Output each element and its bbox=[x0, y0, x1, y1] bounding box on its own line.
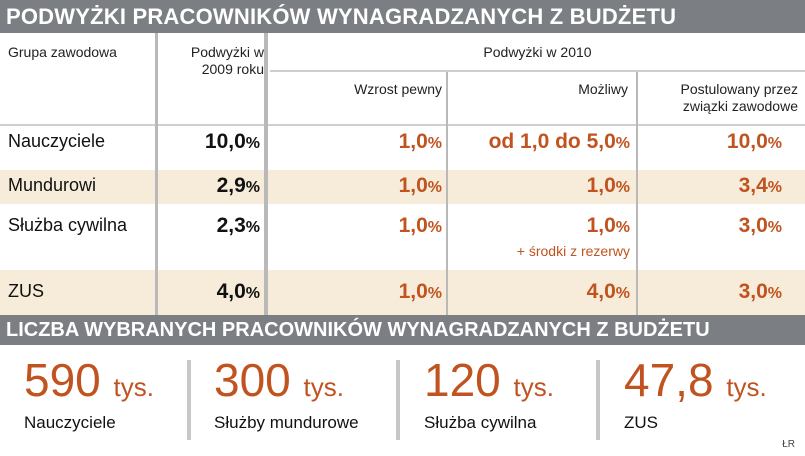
stat-label: Nauczyciele bbox=[24, 413, 116, 432]
stat-label: ZUS bbox=[624, 413, 658, 432]
stat-value: 120 bbox=[424, 354, 501, 406]
value-possible: od 1,0 do 5,0% bbox=[488, 130, 630, 153]
value-2009: 4,0% bbox=[216, 280, 260, 303]
header-2009-line2: 2009 roku bbox=[201, 61, 264, 77]
value-postulated: 10,0% bbox=[726, 130, 782, 153]
header-sure: Wzrost pewny bbox=[354, 81, 442, 97]
stat-unit: tys. bbox=[303, 372, 344, 402]
stat-label: Służba cywilna bbox=[424, 413, 537, 432]
divider bbox=[270, 70, 805, 72]
divider bbox=[636, 72, 638, 315]
value-postulated: 3,4% bbox=[738, 174, 782, 197]
stat-block: 47,8 tys. ZUS bbox=[624, 356, 767, 433]
divider bbox=[446, 72, 448, 315]
value-possible: 4,0% bbox=[586, 280, 630, 303]
value-possible: 1,0% bbox=[586, 214, 630, 237]
stat-block: 590 tys. Nauczyciele bbox=[24, 356, 154, 433]
header-2010: Podwyżki w 2010 bbox=[483, 44, 592, 60]
stat-block: 120 tys. Służba cywilna bbox=[424, 356, 554, 433]
header-group: Grupa zawodowa bbox=[8, 44, 117, 60]
row-label: ZUS bbox=[8, 281, 44, 301]
value-2009: 2,9% bbox=[216, 174, 260, 197]
divider bbox=[264, 33, 268, 315]
divider bbox=[0, 124, 805, 126]
value-2009: 2,3% bbox=[216, 214, 260, 237]
stat-unit: tys. bbox=[113, 372, 154, 402]
stat-value: 300 bbox=[214, 354, 291, 406]
value-2009: 10,0% bbox=[204, 130, 260, 153]
header-postulated-line1: Postulowany przez bbox=[680, 81, 798, 97]
value-possible-note: + środki z rezerwy bbox=[516, 243, 630, 259]
value-postulated: 3,0% bbox=[738, 280, 782, 303]
row-band bbox=[0, 270, 805, 315]
stat-unit: tys. bbox=[513, 372, 554, 402]
value-possible: 1,0% bbox=[586, 174, 630, 197]
stat-block: 300 tys. Służby mundurowe bbox=[214, 356, 359, 433]
stat-value: 590 bbox=[24, 354, 101, 406]
stat-value: 47,8 bbox=[624, 354, 714, 406]
value-sure: 1,0% bbox=[398, 280, 442, 303]
value-postulated: 3,0% bbox=[738, 214, 782, 237]
row-label: Nauczyciele bbox=[8, 131, 106, 151]
raises-table: Grupa zawodowa Podwyżki w 2009 roku Podw… bbox=[0, 33, 805, 315]
header-2009-line1: Podwyżki w bbox=[190, 44, 264, 60]
section-title: LICZBA WYBRANYCH PRACOWNIKÓW WYNAGRADZAN… bbox=[0, 315, 805, 345]
divider bbox=[155, 33, 158, 315]
header-postulated-line2: związki zawodowe bbox=[682, 98, 798, 114]
page-title: PODWYŻKI PRACOWNIKÓW WYNAGRADZANYCH Z BU… bbox=[0, 0, 805, 33]
value-sure: 1,0% bbox=[398, 130, 442, 153]
value-sure: 1,0% bbox=[398, 214, 442, 237]
divider bbox=[396, 360, 400, 440]
divider bbox=[596, 360, 600, 440]
value-sure: 1,0% bbox=[398, 174, 442, 197]
row-label: Służba cywilna bbox=[8, 215, 128, 235]
divider bbox=[187, 360, 191, 440]
credit: ŁR bbox=[782, 439, 795, 450]
header-possible: Możliwy bbox=[578, 81, 628, 97]
row-band bbox=[0, 170, 805, 204]
row-label: Mundurowi bbox=[8, 175, 97, 195]
stat-unit: tys. bbox=[726, 372, 767, 402]
stat-label: Służby mundurowe bbox=[214, 413, 359, 432]
